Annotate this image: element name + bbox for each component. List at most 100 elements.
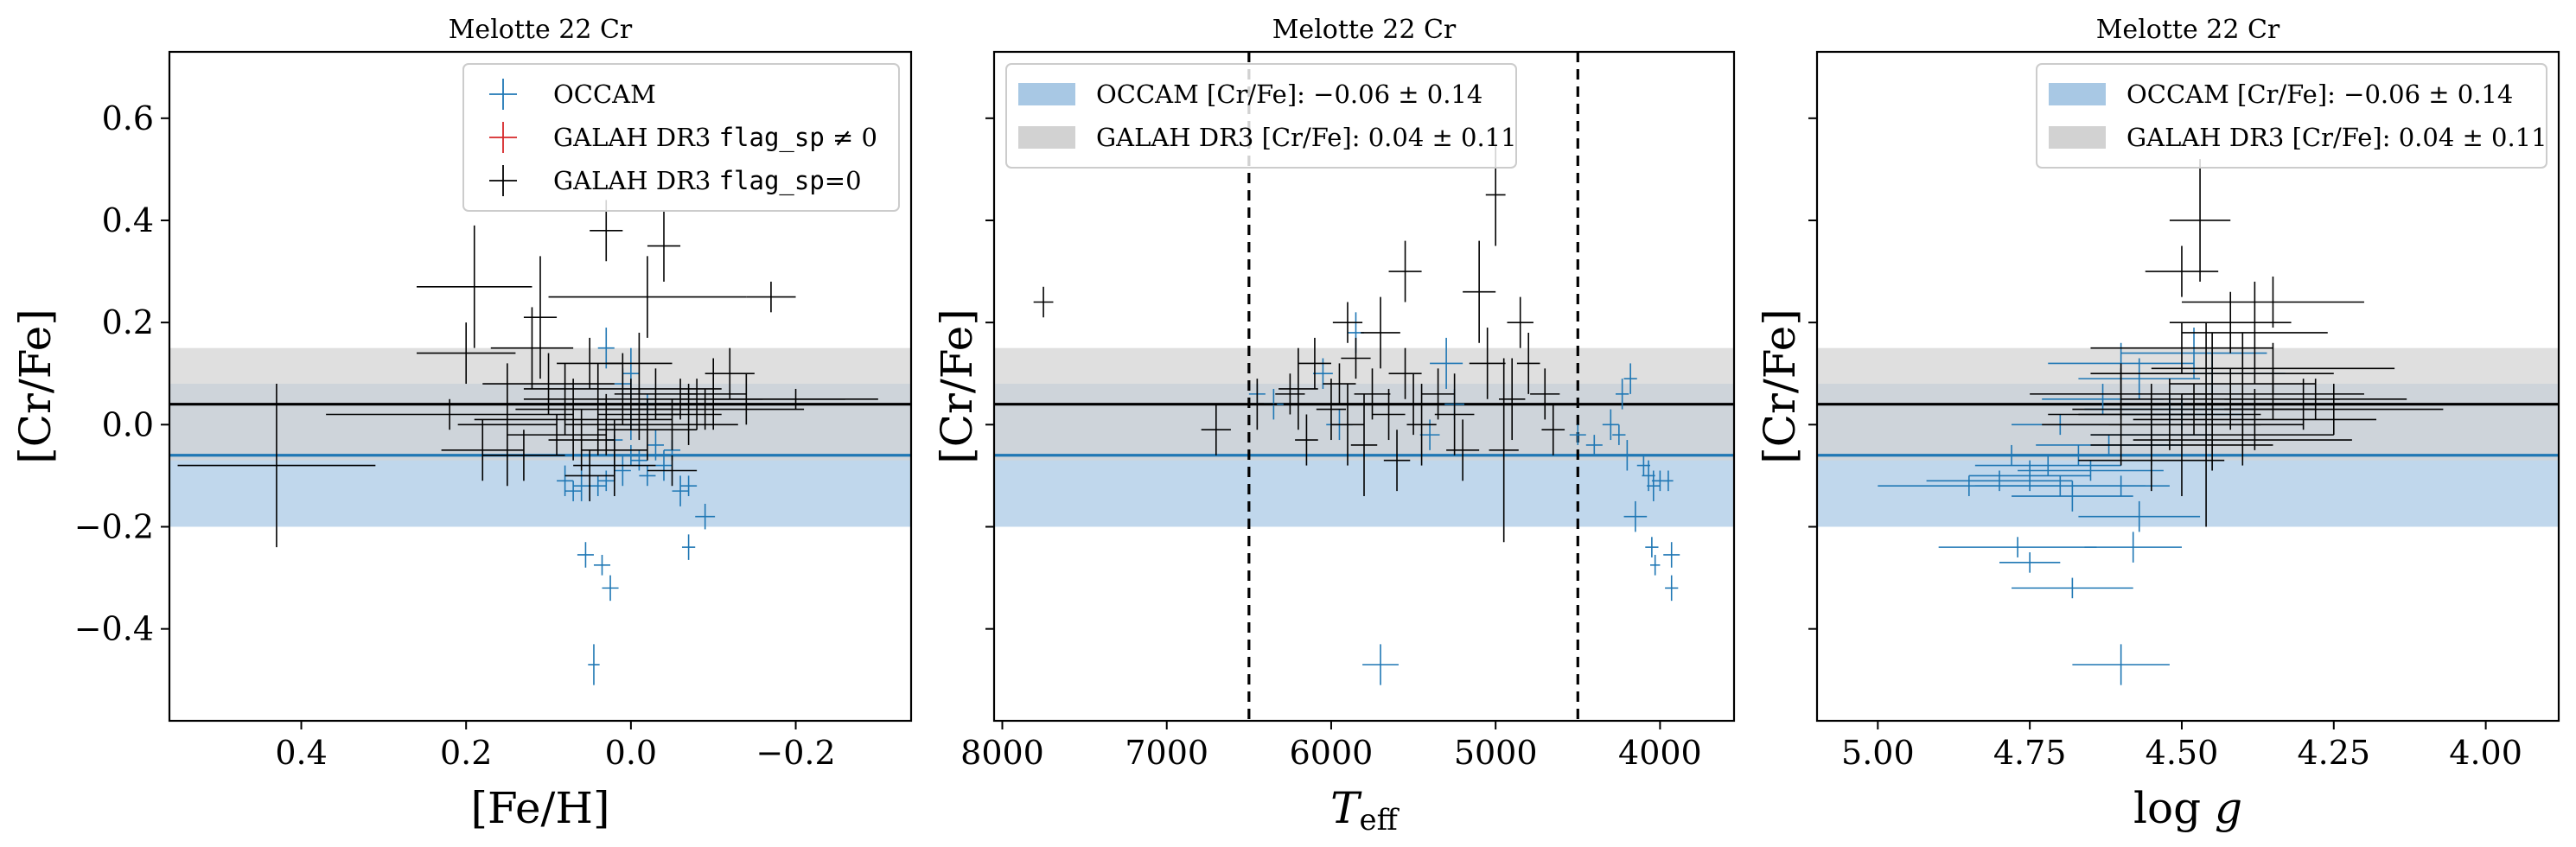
teff-legend: OCCAM [Cr/Fe]: −0.06 ± 0.14 GALAH DR3 [Cr…	[1005, 63, 1517, 169]
teff-point-occam-4	[1649, 554, 1661, 576]
logg-point-galah-23	[2108, 322, 2304, 527]
teff-point-galah-10	[1354, 368, 1391, 420]
teff-legend-swatch	[1018, 126, 1075, 149]
teff-point-galah-31	[1295, 414, 1318, 466]
feh-xlabel: [Fe/H]	[470, 783, 609, 833]
teff-point-occam-9	[1663, 470, 1674, 492]
feh-point-galah-22	[647, 210, 681, 282]
feh-point-occam-24	[602, 575, 619, 602]
feh-point-occam-4	[622, 444, 640, 466]
feh-ytick-label: −0.4	[74, 610, 154, 648]
logg-point-occam-24	[2012, 481, 2133, 512]
logg-xtick-label: 4.50	[2146, 734, 2219, 772]
feh-point-galah-26	[655, 379, 738, 430]
feh-point-occam-23	[593, 554, 611, 576]
teff-point-galah-3	[1278, 347, 1318, 430]
feh-xtick-label: 0.2	[440, 734, 492, 772]
feh-point-galah-8	[523, 363, 607, 436]
feh-xtick-label: 0.4	[275, 734, 327, 772]
feh-point-occam-21	[681, 534, 696, 560]
teff-point-galah-11	[1361, 296, 1400, 369]
logg-series-galah	[2030, 159, 2444, 527]
logg-legend-box	[2036, 63, 2547, 169]
logg-point-galah-18	[2151, 342, 2395, 394]
teff-point-galah-13	[1383, 430, 1411, 492]
feh-point-galah-36	[606, 332, 673, 394]
teff-point-galah-8	[1341, 337, 1371, 379]
teff-point-galah-1	[1201, 404, 1231, 455]
feh-point-galah-28	[680, 358, 747, 430]
teff-point-occam-1	[1665, 575, 1679, 602]
feh-legend-item-2: GALAH DR3 flag_sp=0	[489, 165, 862, 196]
feh-axes-frame	[168, 50, 913, 723]
feh-point-galah-0	[177, 384, 376, 548]
logg-legend-swatch	[2049, 126, 2106, 149]
teff-point-occam-0	[1362, 644, 1399, 685]
feh-point-galah-27	[606, 388, 805, 430]
feh-xtick-label: −0.2	[756, 734, 835, 772]
logg-point-occam-0	[2072, 644, 2170, 685]
feh-ytick-label: −0.2	[74, 507, 154, 545]
feh-point-galah-35	[523, 256, 558, 379]
logg-title: Melotte 22 Cr	[2096, 15, 2280, 45]
feh-point-occam-19	[680, 475, 698, 497]
logg-xtick-label: 4.25	[2297, 734, 2370, 772]
teff-legend-item-1: GALAH DR3 [Cr/Fe]: 0.04 ± 0.11	[1018, 123, 1517, 152]
feh-point-galah-10	[548, 409, 615, 471]
feh-point-occam-18	[647, 430, 664, 461]
logg-point-occam-19	[2018, 460, 2164, 481]
panel-feh: 0.4 0.2 0.0 −0.2 −0.4 −0.2 0.0 0.2 0.4 0.6 Melotte…	[10, 15, 913, 833]
feh-point-galah-7	[482, 353, 615, 415]
teff-legend-swatch	[1018, 83, 1075, 105]
logg-point-occam-23	[1950, 444, 2073, 466]
teff-point-galah-28	[1332, 302, 1363, 343]
logg-legend-label: OCCAM [Cr/Fe]: −0.06 ± 0.14	[2126, 80, 2513, 109]
feh-point-occam-1	[614, 455, 631, 487]
teff-legend-label: OCCAM [Cr/Fe]: −0.06 ± 0.14	[1096, 80, 1482, 109]
feh-ytick-label: 0.6	[102, 99, 154, 137]
teff-ylabel: [Cr/Fe]	[932, 309, 982, 464]
logg-point-occam-4	[2084, 532, 2182, 563]
logg-legend: OCCAM [Cr/Fe]: −0.06 ± 0.14 GALAH DR3 [Cr…	[2036, 63, 2547, 169]
teff-point-galah-12	[1372, 388, 1406, 441]
logg-point-galah-19	[2169, 291, 2292, 353]
teff-point-galah-32	[1507, 296, 1533, 348]
feh-point-galah-1	[417, 225, 532, 348]
feh-point-galah-5	[441, 419, 524, 481]
logg-xlabel: log g	[2133, 783, 2242, 833]
feh-series-occam	[557, 328, 716, 685]
logg-point-galah-20	[2145, 245, 2219, 297]
teff-point-occam-15	[1623, 363, 1637, 394]
logg-axes-frame	[1815, 50, 2560, 723]
teff-point-galah-7	[1330, 384, 1364, 466]
teff-point-galah-2	[1237, 379, 1278, 430]
feh-point-galah-23	[606, 398, 738, 450]
feh-point-occam-3	[630, 449, 647, 471]
feh-point-occam-17	[672, 475, 689, 506]
logg-xtick-label: 4.75	[1993, 734, 2067, 772]
teff-legend-item-0: OCCAM [Cr/Fe]: −0.06 ± 0.14	[1018, 80, 1482, 109]
teff-point-galah-30	[1388, 240, 1422, 302]
teff-point-galah-19	[1446, 419, 1480, 481]
teff-point-galah-18	[1434, 373, 1475, 455]
feh-point-galah-38	[482, 430, 565, 481]
logg-point-galah-21	[2224, 379, 2407, 420]
panel-logg: 5.00 4.75 4.50 4.25 4.00 Melotte 22 Cr log g [C…	[1755, 15, 2560, 833]
feh-point-galah-2	[417, 322, 516, 385]
logg-point-galah-0	[2169, 159, 2231, 282]
logg-point-occam-3	[1999, 552, 2061, 573]
teff-point-galah-4	[1298, 337, 1331, 389]
feh-point-galah-20	[548, 256, 747, 338]
teff-axes-frame	[992, 50, 1736, 723]
teff-point-galah-24	[1498, 358, 1526, 441]
teff-point-galah-17	[1421, 368, 1455, 420]
teff-legend-label: GALAH DR3 [Cr/Fe]: 0.04 ± 0.11	[1096, 123, 1517, 152]
feh-point-occam-7	[590, 475, 607, 497]
feh-legend-box	[462, 63, 900, 212]
logg-point-occam-9	[1974, 455, 2121, 476]
feh-point-galah-32	[713, 388, 878, 410]
feh-point-occam-2	[597, 470, 615, 492]
logg-point-galah-13	[2090, 398, 2334, 471]
feh-ytick-label: 0.2	[102, 303, 154, 341]
feh-point-galah-6	[490, 307, 574, 389]
